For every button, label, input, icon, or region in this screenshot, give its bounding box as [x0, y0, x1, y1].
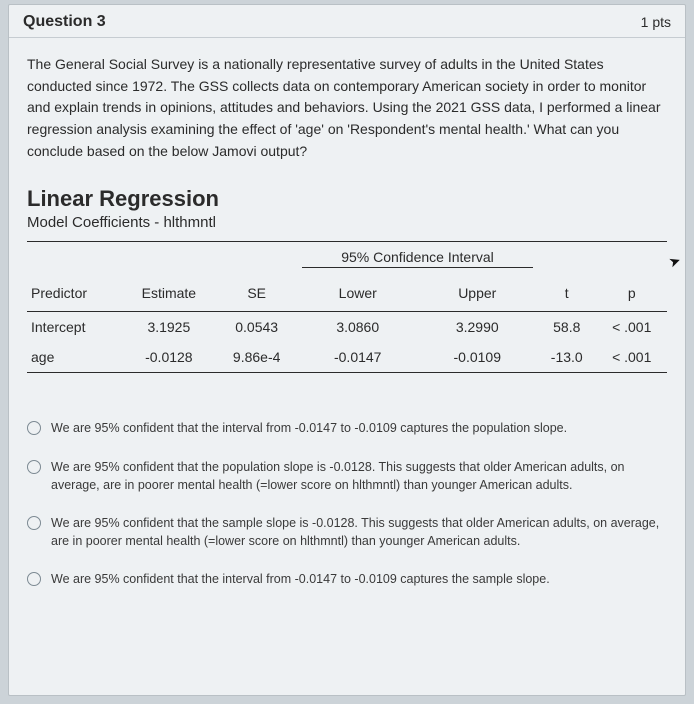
answer-option[interactable]: We are 95% confident that the sample slo…: [23, 504, 671, 560]
cell-estimate: 3.1925: [122, 312, 215, 343]
cell-estimate: -0.0128: [122, 342, 215, 373]
regression-table: 95% Confidence Interval Predictor Estima…: [27, 241, 667, 373]
radio-icon[interactable]: [27, 516, 41, 530]
cell-upper: 3.2990: [417, 312, 537, 343]
option-text: We are 95% confident that the interval f…: [51, 419, 567, 437]
cell-se: 9.86e-4: [215, 342, 298, 373]
radio-icon[interactable]: [27, 460, 41, 474]
question-number: Question 3: [23, 13, 106, 31]
regression-subtitle: Model Coefficients - hlthmntl: [9, 212, 685, 237]
col-lower: Lower: [298, 275, 418, 312]
col-se: SE: [215, 275, 298, 312]
cell-lower: 3.0860: [298, 312, 418, 343]
cell-t: -13.0: [537, 342, 596, 373]
cell-lower: -0.0147: [298, 342, 418, 373]
question-header: Question 3 1 pts: [9, 5, 685, 38]
cell-predictor: Intercept: [27, 312, 122, 343]
col-predictor: Predictor: [27, 275, 122, 312]
table-row: age -0.0128 9.86e-4 -0.0147 -0.0109 -13.…: [27, 342, 667, 373]
radio-icon[interactable]: [27, 421, 41, 435]
answer-option[interactable]: We are 95% confident that the interval f…: [23, 409, 671, 447]
question-card: Question 3 1 pts The General Social Surv…: [8, 4, 686, 696]
question-points: 1 pts: [641, 14, 671, 30]
option-text: We are 95% confident that the population…: [51, 458, 665, 494]
col-t: t: [537, 275, 596, 312]
answer-options: We are 95% confident that the interval f…: [9, 381, 685, 598]
regression-table-wrap: 95% Confidence Interval Predictor Estima…: [9, 237, 685, 381]
cell-p: < .001: [596, 342, 667, 373]
regression-title: Linear Regression: [9, 168, 685, 212]
col-upper: Upper: [417, 275, 537, 312]
cell-p: < .001: [596, 312, 667, 343]
cell-predictor: age: [27, 342, 122, 373]
ci-label: 95% Confidence Interval: [302, 249, 533, 268]
question-prompt: The General Social Survey is a nationall…: [9, 38, 685, 168]
table-superheader-row: 95% Confidence Interval: [27, 242, 667, 276]
option-text: We are 95% confident that the interval f…: [51, 570, 550, 588]
col-p: p: [596, 275, 667, 312]
cell-se: 0.0543: [215, 312, 298, 343]
col-estimate: Estimate: [122, 275, 215, 312]
answer-option[interactable]: We are 95% confident that the interval f…: [23, 560, 671, 598]
table-row: Intercept 3.1925 0.0543 3.0860 3.2990 58…: [27, 312, 667, 343]
table-header-row: Predictor Estimate SE Lower Upper t p: [27, 275, 667, 312]
cell-t: 58.8: [537, 312, 596, 343]
answer-option[interactable]: We are 95% confident that the population…: [23, 448, 671, 504]
radio-icon[interactable]: [27, 572, 41, 586]
option-text: We are 95% confident that the sample slo…: [51, 514, 665, 550]
cell-upper: -0.0109: [417, 342, 537, 373]
